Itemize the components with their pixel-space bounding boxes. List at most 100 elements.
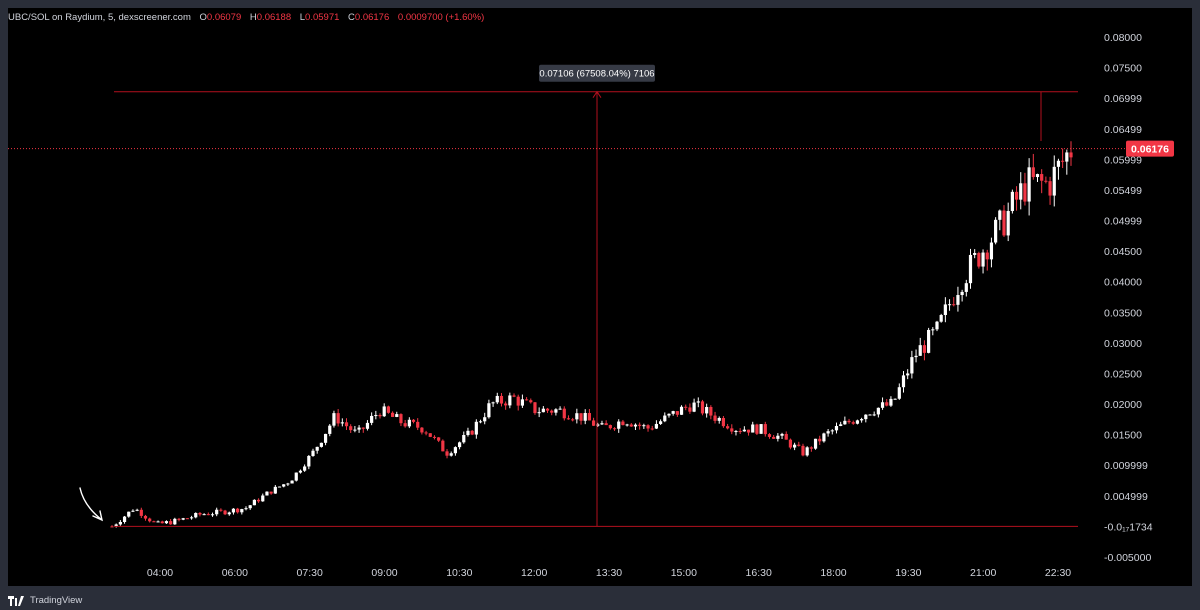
candle-body — [554, 409, 558, 413]
candle-body — [566, 418, 571, 420]
candle-body — [910, 357, 914, 374]
candle-body — [994, 219, 998, 243]
candle-body — [880, 402, 885, 408]
candle-body — [445, 451, 449, 456]
candle-body — [114, 524, 118, 527]
price-tick-label: 0.02000 — [1104, 399, 1142, 411]
price-axis[interactable]: 0.08000 0.07500 0.06999 0.06499 0.05999 0.054… — [1104, 32, 1153, 564]
symbol-title[interactable]: UBC/SOL on Raydium, 5, dexscreener.com — [8, 12, 191, 23]
candle-body — [160, 521, 164, 524]
time-axis[interactable]: 04:00 06:00 07:30 09:00 10:30 12:00 13:30 15:00… — [147, 567, 1071, 579]
candle-body — [1006, 211, 1010, 236]
close-label: C — [348, 12, 355, 23]
candle-body — [587, 413, 592, 421]
candle-body — [164, 521, 169, 524]
candle-body — [382, 406, 386, 417]
candle-body — [135, 509, 139, 511]
time-tick-label: 22:30 — [1045, 567, 1071, 579]
candle-body — [1035, 174, 1040, 178]
candle-body — [646, 425, 650, 429]
chart-frame[interactable] — [8, 8, 1192, 586]
price-tick-label: 0.004999 — [1104, 491, 1148, 503]
candle-body — [964, 283, 968, 292]
candle-body — [294, 472, 298, 481]
tradingview-branding[interactable]: TradingView — [8, 595, 82, 606]
low-label: L — [299, 12, 306, 23]
candle-body — [227, 512, 231, 515]
candle-body — [851, 422, 855, 424]
candle-body — [453, 447, 457, 454]
open-value: 0.06079 — [206, 12, 242, 23]
time-tick-label: 07:30 — [297, 567, 323, 579]
candle-body — [675, 411, 679, 415]
candle-body — [973, 253, 977, 255]
candle-body — [742, 429, 746, 432]
price-tick-label: 0.01500 — [1104, 430, 1142, 442]
candle-body — [173, 518, 177, 525]
candle-body — [834, 425, 839, 431]
measure-label-box — [539, 64, 655, 82]
candle-body — [901, 375, 906, 388]
price-tick-label: 0.04500 — [1104, 246, 1142, 258]
candle-body — [608, 425, 612, 429]
measure-label: 0.07106 (67508.04%) 7106 — [539, 69, 654, 80]
time-tick-label: 15:00 — [671, 567, 697, 579]
candle-body — [726, 426, 730, 429]
candle-body — [286, 483, 290, 485]
candle-body — [504, 403, 508, 406]
candle-body — [1040, 174, 1044, 181]
candle-body — [265, 491, 269, 496]
candle-body — [746, 429, 751, 433]
candle-body — [654, 423, 659, 429]
candle-body — [495, 395, 499, 403]
candle-body — [219, 509, 223, 511]
candle-body — [780, 433, 784, 436]
candle-body — [403, 423, 407, 427]
candle-body — [269, 491, 273, 494]
candle-body — [575, 413, 579, 420]
candle-body — [864, 414, 868, 420]
measure-tool[interactable]: 0.07106 (67508.04%) 7106 — [114, 64, 1078, 527]
price-tick-label: 0.06999 — [1104, 93, 1142, 105]
candle-body — [705, 406, 709, 414]
candle-body — [797, 444, 801, 446]
candle-body — [466, 430, 470, 436]
high-label: H — [249, 12, 257, 23]
candle-body — [960, 291, 964, 296]
candle-body — [516, 396, 520, 406]
candle-body — [432, 436, 437, 438]
candle-body — [395, 414, 399, 417]
price-tick-label: 0.05999 — [1104, 154, 1142, 166]
candle-body — [1061, 160, 1065, 162]
candle-body — [989, 242, 994, 260]
candle-body — [734, 431, 738, 433]
candle-body — [420, 427, 424, 433]
candle-body — [1056, 160, 1061, 167]
candle-body — [801, 445, 805, 456]
candle-body — [558, 408, 562, 410]
time-tick-label: 06:00 — [222, 567, 248, 579]
price-tick-label: 0.009999 — [1104, 460, 1148, 472]
candle-body — [809, 447, 813, 449]
candle-body — [148, 518, 152, 522]
candle-body — [374, 415, 378, 417]
close-value: 0.06176 — [354, 12, 390, 23]
candle-body — [215, 509, 219, 515]
candle-body — [127, 511, 131, 517]
candle-body — [1010, 191, 1014, 212]
candle-body — [210, 514, 215, 516]
time-tick-label: 04:00 — [147, 567, 173, 579]
symbol-header: UBC/SOL on Raydium, 5, dexscreener.com O… — [8, 12, 484, 23]
candle-body — [847, 420, 851, 423]
candle-body — [131, 510, 135, 512]
candle-body — [1014, 191, 1019, 200]
candle-body — [474, 421, 478, 435]
candle-body — [399, 414, 403, 424]
candle-body — [282, 484, 286, 487]
candle-body — [818, 438, 822, 442]
candle-body — [428, 433, 432, 437]
candle-body — [793, 444, 797, 448]
candle-body — [914, 355, 918, 358]
candle-body — [236, 508, 240, 513]
